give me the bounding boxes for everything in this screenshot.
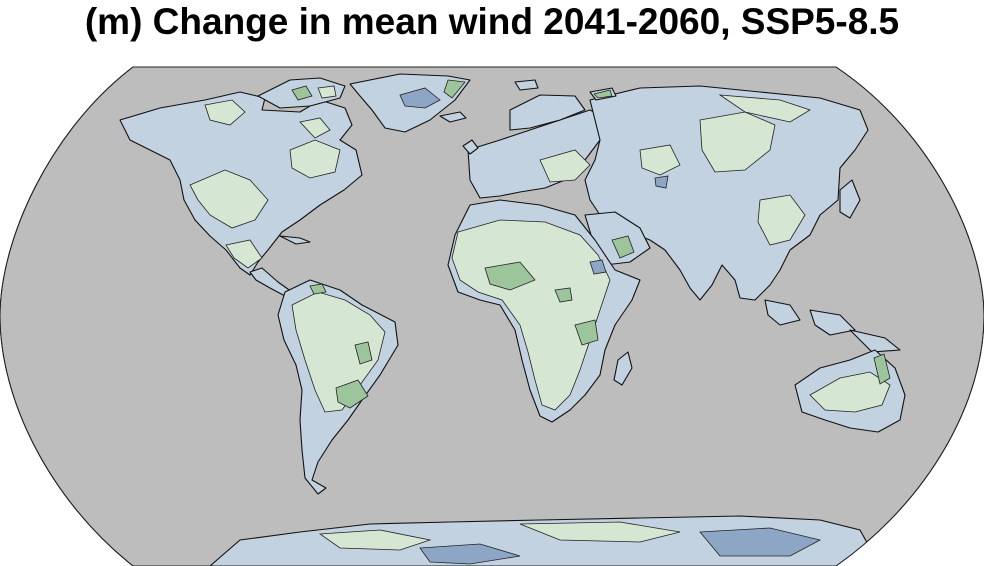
south-america [277, 279, 399, 495]
madagascar [613, 351, 633, 386]
europe [467, 94, 606, 199]
small-islands [439, 79, 617, 155]
africa [447, 199, 641, 423]
north-america [119, 91, 363, 276]
map-title: (m) Change in mean wind 2041-2060, SSP5-… [84, 1, 900, 42]
southeast-asia-islands [764, 299, 901, 353]
greenland [349, 73, 471, 133]
central-america [249, 235, 311, 297]
globe-outline [0, 66, 984, 566]
antarctica [208, 515, 881, 566]
japan [839, 179, 861, 219]
australia [794, 349, 906, 433]
arctic-islands [257, 77, 346, 109]
